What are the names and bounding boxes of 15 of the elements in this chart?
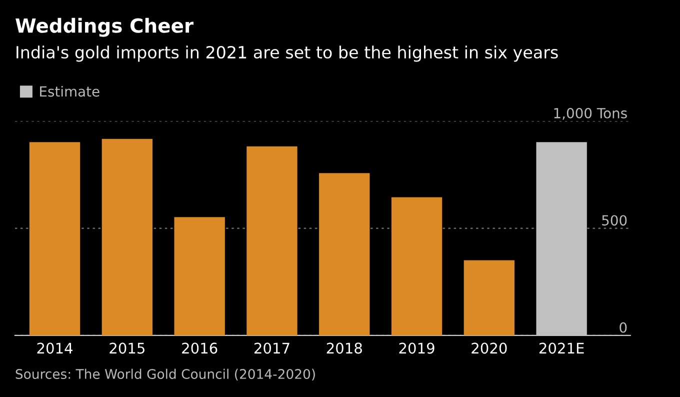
x-tick-label: 2020 — [472, 342, 507, 354]
y-tick-label: 1,000 Tons — [554, 108, 627, 120]
x-tick-label: 2016 — [182, 342, 218, 354]
legend-label: Estimate — [40, 86, 100, 97]
x-tick-label: 2015 — [110, 342, 144, 354]
chart-subtitle: India's gold imports in 2021 are set to be the highest in six years — [16, 46, 558, 62]
source-note: Sources: The World Gold Council (2014-2020) — [16, 368, 315, 381]
y-tick-label: 500 — [602, 215, 627, 226]
x-tick-label: 2019 — [399, 342, 434, 354]
x-tick-label: 2014 — [37, 342, 73, 354]
x-tick-label: 2017 — [254, 342, 290, 354]
x-tick-label: 2021E — [539, 342, 584, 354]
x-tick-label: 2018 — [326, 342, 362, 354]
chart-title: Weddings Cheer — [16, 18, 194, 37]
y-tick-label: 0 — [620, 322, 627, 333]
